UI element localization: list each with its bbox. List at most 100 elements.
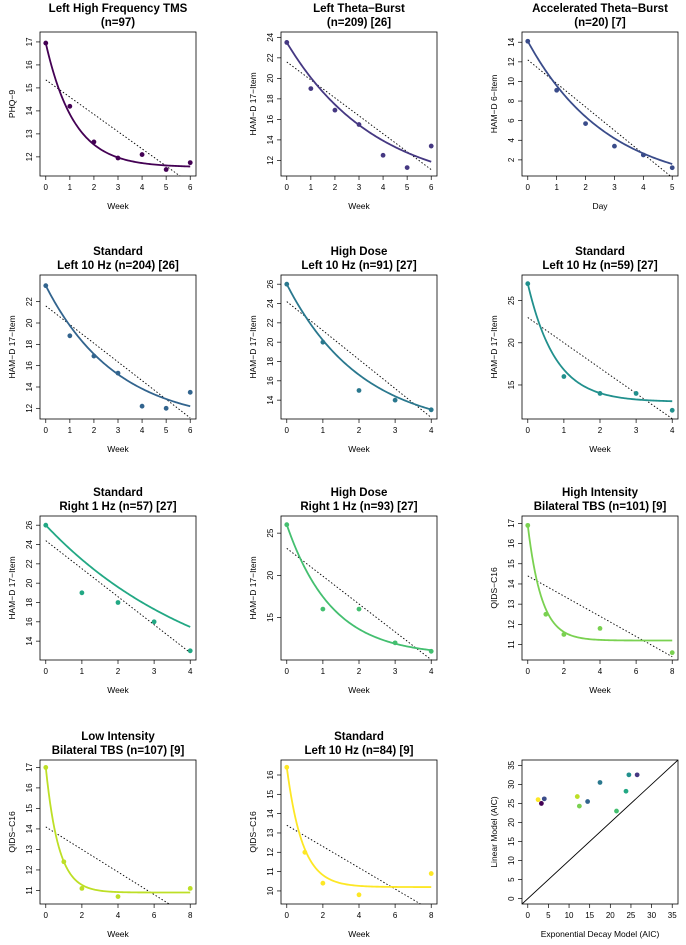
linear-fit-line <box>45 826 171 904</box>
data-point <box>597 626 603 631</box>
x-tick-label: 6 <box>188 183 193 192</box>
data-point <box>302 849 308 855</box>
y-tick-label: 25 <box>507 296 516 305</box>
y-tick-label: 20 <box>266 570 275 579</box>
x-tick-label: 4 <box>641 183 646 192</box>
x-tick-label: 6 <box>634 667 639 676</box>
data-point <box>669 650 675 656</box>
panel-subtitle: Left 10 Hz (n=204) [26] <box>57 260 179 272</box>
x-tick-label: 1 <box>68 426 73 435</box>
exponential-fit-curve <box>526 283 673 403</box>
y-tick-label: 18 <box>25 597 34 606</box>
y-axis-label: PHQ−9 <box>7 90 17 118</box>
x-tick-label: 2 <box>116 667 121 676</box>
y-tick-label: 6 <box>507 118 516 123</box>
data-point <box>525 38 531 44</box>
x-tick-label: 0 <box>526 667 531 676</box>
data-point <box>356 892 362 898</box>
y-tick-label: 10 <box>266 886 275 895</box>
x-axis-label: Week <box>589 444 611 454</box>
data-point <box>139 152 145 157</box>
x-tick-label: 4 <box>598 667 603 676</box>
x-tick-label: 4 <box>140 426 145 435</box>
x-tick-label: 8 <box>670 667 675 676</box>
y-tick-label: 12 <box>507 619 516 628</box>
aic-point <box>626 772 632 778</box>
y-tick-label: 22 <box>266 318 275 327</box>
y-axis-label: HAM−D 17−Item <box>489 315 499 378</box>
y-axis-label: HAM−D 17−Item <box>7 556 17 619</box>
y-tick-label: 12 <box>25 152 34 161</box>
x-tick-label: 4 <box>188 667 193 676</box>
data-point <box>163 167 169 172</box>
aic-point <box>538 801 544 806</box>
y-tick-label: 25 <box>507 798 516 807</box>
y-axis-label: QIDS−C16 <box>7 811 17 853</box>
plot-frame <box>280 274 438 420</box>
data-point <box>320 339 326 345</box>
y-tick-label: 22 <box>266 53 275 62</box>
panel-title: Accelerated Theta−Burst <box>532 3 668 15</box>
exponential-fit-curve <box>285 283 432 411</box>
data-point <box>43 522 49 528</box>
y-tick-label: 2 <box>507 157 516 162</box>
aic-point <box>597 780 603 785</box>
linear-fit-line <box>45 79 181 176</box>
y-tick-label: 16 <box>266 114 275 123</box>
x-tick-label: 4 <box>381 183 386 192</box>
y-tick-label: 20 <box>25 578 34 587</box>
x-tick-label: 0 <box>285 667 290 676</box>
data-point <box>612 143 617 149</box>
panel-title: Left High Frequency TMS <box>49 3 188 15</box>
y-tick-label: 26 <box>25 520 34 529</box>
data-point <box>43 764 49 770</box>
x-axis-label: Week <box>107 685 129 695</box>
data-point <box>308 86 314 92</box>
x-tick-label: 8 <box>429 911 434 920</box>
y-tick-label: 10 <box>507 856 516 865</box>
data-point <box>115 894 121 900</box>
x-axis-label: Week <box>589 685 611 695</box>
data-point <box>525 522 531 528</box>
panel-subtitle: Left 10 Hz (n=84) [9] <box>305 745 414 757</box>
y-tick-label: 15 <box>25 83 34 92</box>
data-point <box>320 880 326 886</box>
data-point <box>67 103 73 109</box>
x-tick-label: 3 <box>357 183 362 192</box>
exponential-fit-curve <box>285 524 432 652</box>
x-tick-label: 0 <box>285 426 290 435</box>
y-tick-label: 18 <box>25 339 34 348</box>
panel-title: Standard <box>575 246 625 258</box>
aic-point <box>634 772 640 778</box>
y-tick-label: 14 <box>25 382 34 391</box>
x-axis-label: Week <box>107 444 129 454</box>
data-point <box>284 281 290 287</box>
data-point <box>43 40 49 46</box>
linear-fit-line <box>286 547 432 660</box>
x-tick-label: 1 <box>554 183 559 192</box>
data-point <box>284 40 290 45</box>
aic-point <box>535 797 541 803</box>
data-point <box>428 143 434 149</box>
y-tick-label: 14 <box>25 824 34 833</box>
x-tick-label: 2 <box>321 911 326 920</box>
identity-line <box>522 760 678 904</box>
linear-fit-line <box>527 59 672 176</box>
plot-frame <box>280 759 438 905</box>
y-tick-label: 8 <box>507 98 516 103</box>
data-point <box>284 764 290 770</box>
x-tick-label: 2 <box>562 667 567 676</box>
data-point <box>187 160 193 166</box>
x-axis-label: Week <box>348 685 370 695</box>
panel-subtitle: Bilateral TBS (n=101) [9] <box>534 501 667 513</box>
exponential-fit-curve <box>44 767 191 894</box>
panel-subtitle: (n=209) [26] <box>327 17 391 29</box>
x-tick-label: 0 <box>526 426 531 435</box>
x-tick-label: 2 <box>357 426 362 435</box>
y-tick-label: 4 <box>507 138 516 143</box>
y-tick-label: 12 <box>25 403 34 412</box>
y-tick-label: 14 <box>266 395 275 404</box>
y-tick-label: 14 <box>507 579 516 588</box>
x-tick-label: 4 <box>429 667 434 676</box>
x-tick-label: 0 <box>285 911 290 920</box>
